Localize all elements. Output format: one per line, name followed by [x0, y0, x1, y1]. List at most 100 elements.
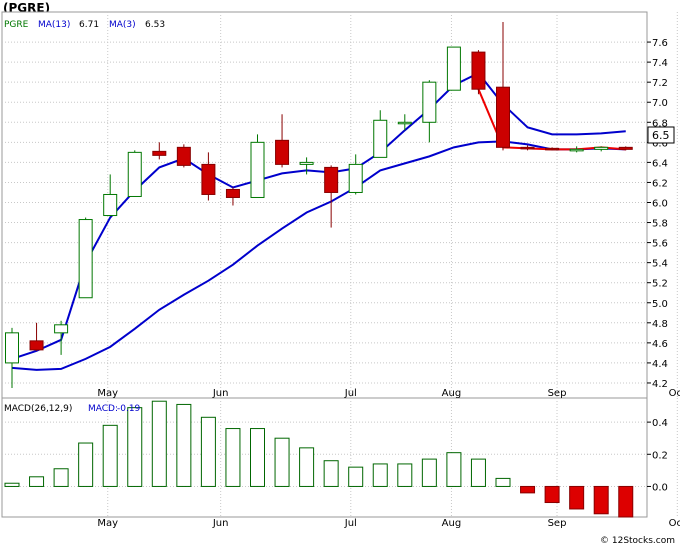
macd-bar-1 [29, 476, 45, 487]
macd-month-label-sep: Sep [548, 518, 567, 529]
candle-body [5, 332, 19, 364]
macd-month-label-may: May [97, 518, 118, 529]
candle-19 [471, 50, 486, 95]
price-tick-label: 5.4 [652, 259, 668, 270]
price-tick-label: 4.4 [652, 359, 668, 370]
month-label-oct: Oct [669, 388, 680, 399]
macd-bar-21 [520, 485, 536, 494]
macd-bar-15 [372, 463, 388, 487]
macd-bar-16 [397, 463, 413, 487]
legend-ma13-label: MA(13) [38, 20, 70, 30]
price-tick-label: 6.0 [652, 198, 668, 209]
candle-0 [5, 327, 19, 388]
candle-21 [520, 145, 535, 151]
candle-body [78, 219, 93, 299]
macd-legend-value-label: MACD: [88, 404, 118, 414]
candle-24 [594, 146, 609, 152]
price-tick-label: 4.8 [652, 319, 668, 330]
candle-8 [201, 152, 216, 201]
candle-body [127, 151, 142, 197]
candle-3 [78, 217, 93, 299]
macd-bar-11 [274, 437, 290, 487]
candle-body [594, 146, 609, 150]
macd-bar-22 [544, 485, 560, 504]
last-price-label: 6.5 [652, 129, 670, 142]
macd-bar-0 [4, 482, 20, 487]
macd-bar-7 [176, 403, 192, 487]
candle-body [471, 51, 486, 90]
candle-body [225, 188, 240, 198]
month-label-jun: Jun [212, 388, 229, 399]
candle-4 [103, 174, 118, 217]
macd-tick-label: 0.0 [652, 482, 668, 493]
macd-bar-12 [299, 447, 315, 487]
candle-10 [250, 134, 265, 198]
candle-body [618, 146, 633, 150]
legend-ma3-label: MA(3) [109, 20, 136, 30]
price-tick-label: 5.2 [652, 279, 668, 290]
candle-body [520, 146, 535, 150]
legend-ma13-value: 6.71 [79, 20, 99, 30]
candle-body [275, 139, 290, 165]
candle-11 [275, 114, 290, 168]
price-tick-label: 7.4 [652, 58, 668, 69]
macd-bar-25 [618, 485, 634, 518]
candle-body [397, 121, 412, 125]
macd-bar-10 [250, 428, 265, 487]
candle-12 [299, 157, 314, 175]
macd-bar-4 [102, 424, 118, 487]
legend-symbol: PGRE [4, 20, 29, 30]
candle-9 [225, 187, 240, 206]
macd-month-label-aug: Aug [442, 518, 462, 529]
macd-legend-label: MACD(26,12,9) [4, 404, 72, 414]
candle-2 [54, 320, 69, 355]
price-tick-label: 7.0 [652, 98, 668, 109]
macd-bar-6 [151, 400, 167, 487]
candle-22 [545, 147, 560, 151]
month-label-sep: Sep [548, 388, 567, 399]
candle-16 [397, 114, 412, 131]
candle-body [250, 141, 265, 198]
month-label-aug: Aug [442, 388, 462, 399]
macd-bar-20 [495, 477, 511, 487]
macd-bar-14 [348, 466, 364, 487]
candle-15 [373, 110, 388, 158]
price-tick-label: 5.8 [652, 219, 668, 230]
macd-grid [2, 421, 647, 487]
candle-20 [496, 22, 510, 151]
price-tick-label: 4.2 [652, 379, 668, 390]
candlesticks [5, 22, 633, 388]
candle-body [348, 163, 363, 193]
price-tick-label: 6.4 [652, 158, 668, 169]
price-tick-label: 6.6 [652, 138, 668, 149]
candle-body [103, 193, 118, 217]
candle-body [324, 166, 339, 193]
candle-6 [152, 142, 167, 160]
price-axis: 4.24.44.64.85.05.25.45.65.86.06.26.46.66… [647, 38, 668, 390]
candle-23 [569, 146, 584, 153]
macd-tick-label: 0.4 [652, 418, 668, 429]
footer-credit: © 12Stocks.com [600, 536, 675, 546]
price-tick-label: 6.2 [652, 178, 668, 189]
macd-bar-23 [569, 485, 585, 510]
candle-1 [29, 322, 44, 351]
macd-bar-19 [470, 458, 486, 487]
macd-legend-value: -0.19 [117, 404, 141, 414]
candle-14 [348, 154, 363, 195]
macd-bar-8 [200, 416, 216, 487]
macd-bar-17 [421, 458, 437, 487]
candle-body [545, 147, 560, 151]
candle-5 [127, 150, 142, 197]
month-label-jul: Jul [344, 388, 357, 399]
price-grid [2, 12, 678, 517]
price-tick-label: 7.6 [652, 38, 668, 49]
candle-7 [176, 144, 191, 168]
candle-body [201, 163, 216, 195]
candle-13 [324, 165, 339, 228]
candle-body [299, 161, 314, 165]
macd-month-label-jun: Jun [212, 518, 229, 529]
candle-body [496, 86, 510, 148]
candle-body [446, 46, 461, 91]
macd-bar-2 [53, 468, 69, 487]
month-label-may: May [97, 388, 118, 399]
